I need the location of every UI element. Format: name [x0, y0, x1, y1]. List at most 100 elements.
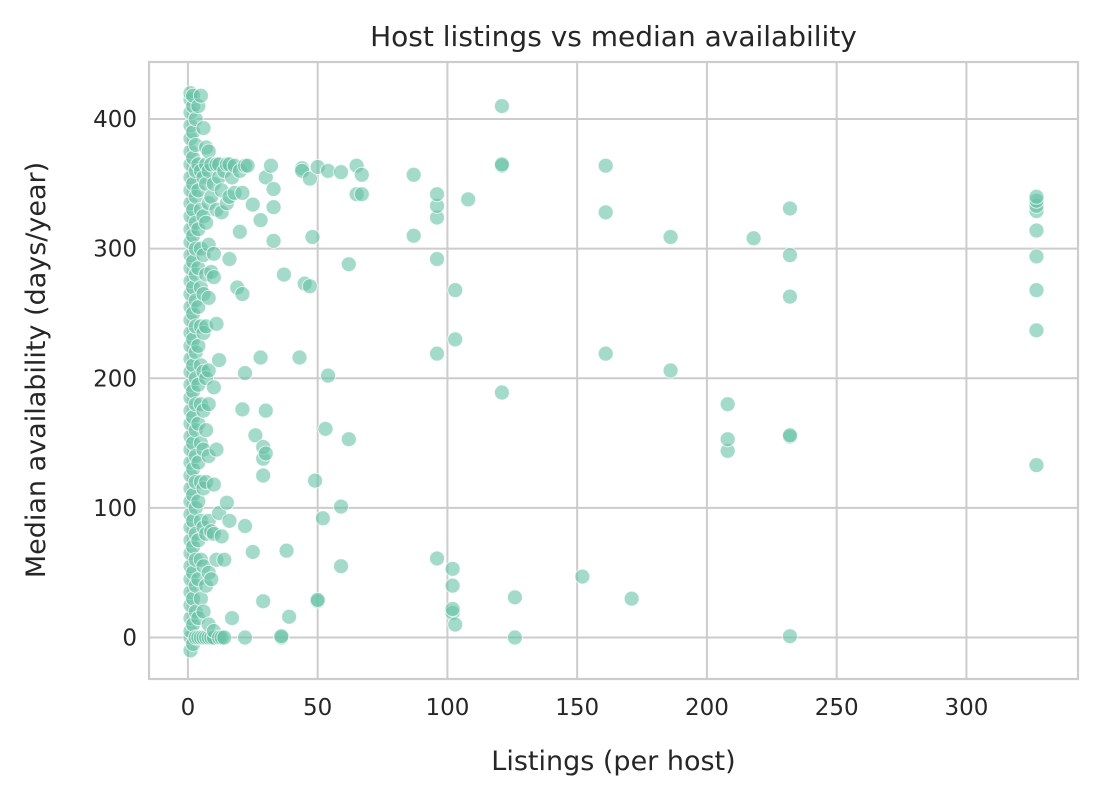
data-point: [320, 367, 337, 384]
data-point: [444, 577, 461, 594]
data-point: [781, 427, 798, 444]
data-point: [1028, 248, 1045, 265]
data-point: [252, 212, 269, 229]
points-layer: [182, 85, 1045, 659]
data-point: [224, 610, 241, 627]
data-point: [745, 230, 762, 247]
data-point: [291, 349, 308, 366]
data-point: [429, 251, 446, 268]
x-tick-label: 300: [944, 695, 988, 721]
data-point: [216, 551, 233, 568]
data-point: [1028, 222, 1045, 239]
data-point: [200, 289, 217, 306]
data-point: [340, 256, 357, 273]
data-point: [781, 628, 798, 645]
data-point: [493, 156, 510, 173]
data-point: [781, 200, 798, 217]
data-point: [301, 278, 318, 295]
data-point: [719, 396, 736, 413]
data-point: [195, 120, 212, 137]
data-point: [662, 228, 679, 245]
data-point: [281, 608, 298, 625]
x-tick-label: 100: [425, 695, 469, 721]
data-point: [623, 590, 640, 607]
data-point: [237, 629, 254, 646]
y-axis-label: Median availability (days/year): [21, 162, 52, 578]
data-point: [340, 431, 357, 448]
data-point: [237, 365, 254, 382]
data-point: [429, 345, 446, 362]
data-point: [317, 420, 334, 437]
data-point: [1028, 322, 1045, 339]
x-tick-label: 0: [181, 695, 196, 721]
data-point: [265, 199, 282, 216]
data-point: [237, 518, 254, 535]
data-point: [405, 227, 422, 244]
y-tick-label: 400: [93, 107, 137, 133]
data-point: [353, 166, 370, 183]
data-point: [781, 247, 798, 264]
data-point: [493, 98, 510, 115]
data-point: [244, 543, 261, 560]
data-point: [1028, 282, 1045, 299]
data-point: [444, 560, 461, 577]
data-point: [221, 512, 238, 529]
data-point: [307, 472, 324, 489]
data-point: [205, 379, 222, 396]
data-point: [1028, 457, 1045, 474]
y-tick-label: 200: [93, 366, 137, 392]
data-point: [200, 362, 217, 379]
y-tick-label: 300: [93, 237, 137, 263]
data-point: [447, 282, 464, 299]
data-point: [304, 228, 321, 245]
data-point: [309, 591, 326, 608]
x-tick-label: 150: [555, 695, 599, 721]
data-point: [211, 352, 228, 369]
chart-title: Host listings vs median availability: [370, 20, 857, 53]
data-point: [265, 181, 282, 198]
x-tick-label: 250: [815, 695, 859, 721]
data-point: [333, 164, 350, 181]
data-point: [257, 445, 274, 462]
data-point: [333, 498, 350, 515]
x-axis-label: Listings (per host): [491, 746, 735, 777]
data-point: [231, 223, 248, 240]
y-tick-label: 0: [122, 626, 137, 652]
data-point: [203, 571, 220, 588]
data-point: [234, 184, 251, 201]
grid-layer: [149, 62, 1078, 679]
data-point: [257, 402, 274, 419]
data-point: [597, 204, 614, 221]
data-point: [252, 349, 269, 366]
data-point: [574, 568, 591, 585]
data-point: [200, 396, 217, 413]
data-point: [205, 245, 222, 262]
data-point: [1028, 188, 1045, 205]
data-point: [265, 232, 282, 249]
data-point: [255, 593, 272, 610]
data-point: [205, 476, 222, 493]
data-point: [200, 143, 217, 160]
data-point: [429, 186, 446, 203]
data-point: [262, 157, 279, 174]
data-point: [247, 427, 264, 444]
data-point: [278, 542, 295, 559]
data-point: [447, 331, 464, 348]
data-point: [208, 441, 225, 458]
data-point: [208, 315, 225, 332]
data-point: [353, 186, 370, 203]
data-point: [493, 384, 510, 401]
data-point: [273, 628, 290, 645]
data-point: [239, 157, 256, 174]
data-point: [255, 467, 272, 484]
data-point: [234, 286, 251, 303]
data-point: [781, 288, 798, 305]
data-point: [444, 601, 461, 618]
x-tick-label: 200: [685, 695, 729, 721]
data-point: [597, 345, 614, 362]
data-point: [429, 550, 446, 567]
data-point: [275, 266, 292, 283]
data-point: [221, 251, 238, 268]
